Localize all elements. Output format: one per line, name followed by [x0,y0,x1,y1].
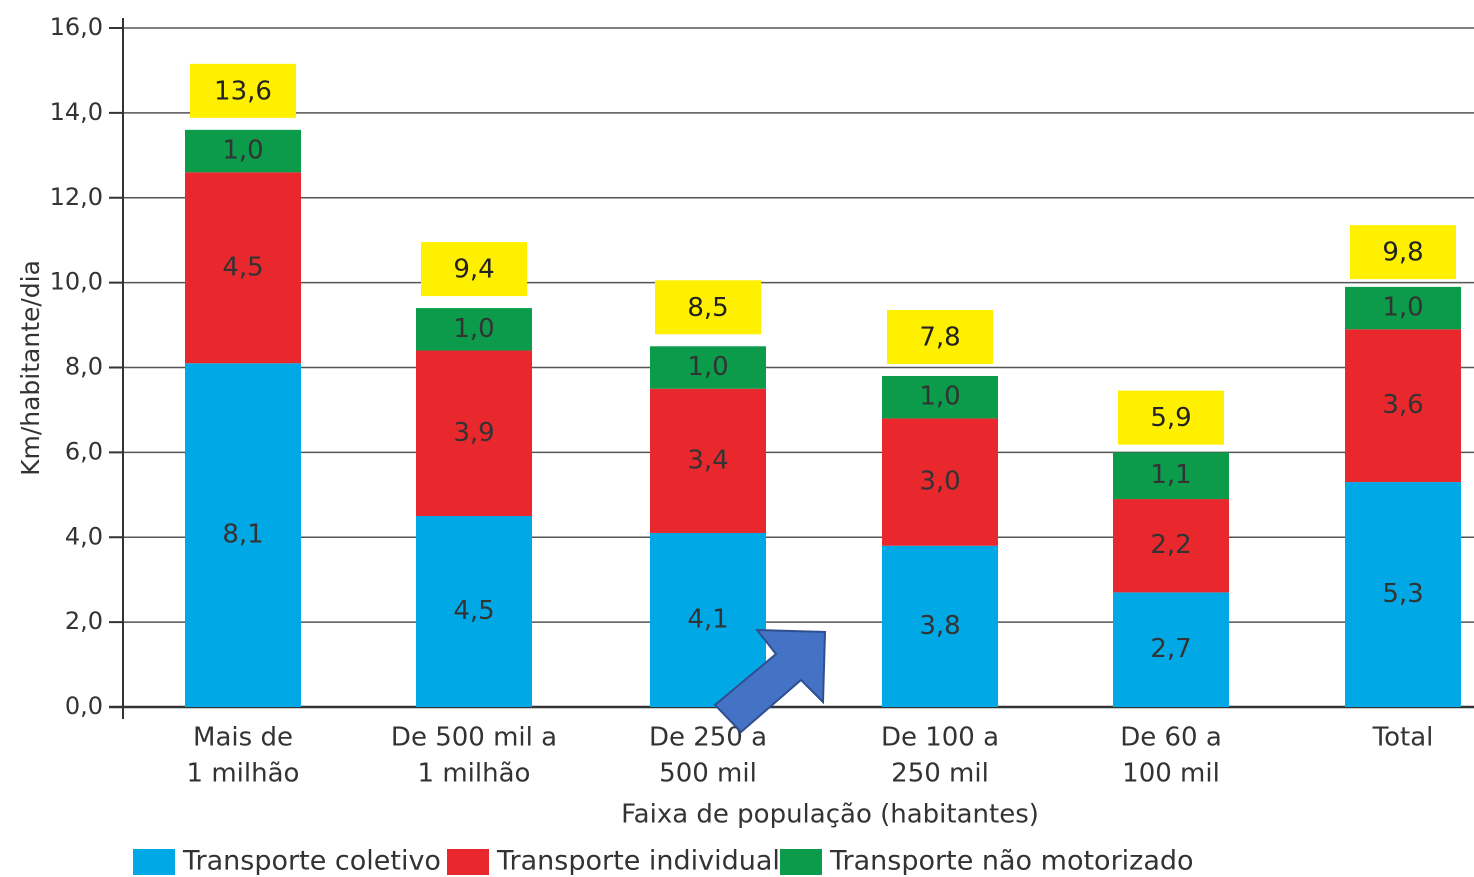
data-label: 1,0 [687,352,728,382]
y-tick-label: 16,0 [50,13,103,41]
total-box [1118,390,1224,445]
bar-segment [185,129,301,173]
y-tick-label: 12,0 [50,183,103,211]
x-tick-label: Total [1372,723,1434,753]
data-label: 3,4 [687,445,728,475]
x-tick-label: 250 mil [891,759,989,789]
data-label: 8,1 [222,520,263,550]
y-tick-label: 8,0 [65,353,103,381]
bar-segment [1345,482,1461,707]
total-label: 13,6 [214,76,272,106]
x-tick-label: De 60 a [1120,723,1222,753]
y-tick-label: 4,0 [65,522,103,550]
total-label: 9,8 [1382,238,1423,268]
total-box [421,242,527,297]
data-label: 1,0 [453,314,494,344]
legend-label: Transporte coletivo [182,846,441,877]
legend-swatch [780,849,822,875]
x-tick-label: 1 milhão [418,759,531,789]
x-tick-label: 500 mil [659,759,757,789]
x-tick-label: Mais de [193,723,293,753]
data-label: 4,5 [222,252,263,282]
data-label: 2,7 [1150,634,1191,664]
x-tick-label: De 250 a [649,723,767,753]
data-label: 2,2 [1150,530,1191,560]
bar-segment [650,346,766,389]
data-label: 1,1 [1150,460,1191,490]
x-tick-label: 1 milhão [187,759,300,789]
y-tick-label: 14,0 [50,98,103,126]
arrow [713,628,827,734]
data-label: 3,6 [1382,390,1423,420]
total-box [887,309,993,364]
bar-segment [1113,452,1229,500]
bar-segment [416,516,532,707]
bar-segment [650,388,766,534]
bar-segment [1345,286,1461,330]
y-tick-label: 10,0 [50,268,103,296]
y-axis-title: Km/habitante/dia [16,260,45,476]
legend-label: Transporte individual [496,846,780,877]
data-label: 4,1 [687,605,728,635]
data-label: 1,0 [222,136,263,166]
legend-swatch [447,849,489,875]
x-tick-label: 100 mil [1122,759,1220,789]
data-label: 5,3 [1382,579,1423,609]
total-box [1350,225,1456,280]
legend-swatch [133,849,175,875]
total-label: 8,5 [687,293,728,323]
bar-segment [185,172,301,364]
bar-segment [1345,329,1461,483]
bar-segment [416,308,532,351]
bar-segment [1113,592,1229,707]
total-box [190,63,296,118]
bar-segment [1113,499,1229,593]
bar-segment [185,363,301,707]
data-label: 1,0 [919,382,960,412]
total-label: 9,4 [453,255,494,285]
y-tick-label: 2,0 [65,607,103,635]
plot: 0,0 2,0 4,0 6,0 8,0 10,0 12,0 14,0 16,0 Mais de 1 … [50,13,1474,877]
data-label: 3,8 [919,611,960,641]
total-label: 7,8 [919,322,960,352]
data-label: 3,0 [919,467,960,497]
data-label: 3,9 [453,418,494,448]
y-tick-label: 6,0 [65,437,103,465]
bar-segment [882,545,998,707]
bar-segment [416,350,532,517]
data-label: 1,0 [1382,293,1423,323]
total-box [655,280,761,335]
total-label: 5,9 [1150,403,1191,433]
x-axis-title: Faixa de população (habitantes) [621,800,1039,830]
bar-segment [882,375,998,419]
x-tick-label: De 500 mil a [391,723,557,753]
y-tick-label: 0,0 [65,692,103,720]
data-label: 4,5 [453,596,494,626]
legend-label: Transporte não motorizado [829,846,1194,877]
x-tick-label: De 100 a [881,723,999,753]
bar-segment [882,418,998,546]
